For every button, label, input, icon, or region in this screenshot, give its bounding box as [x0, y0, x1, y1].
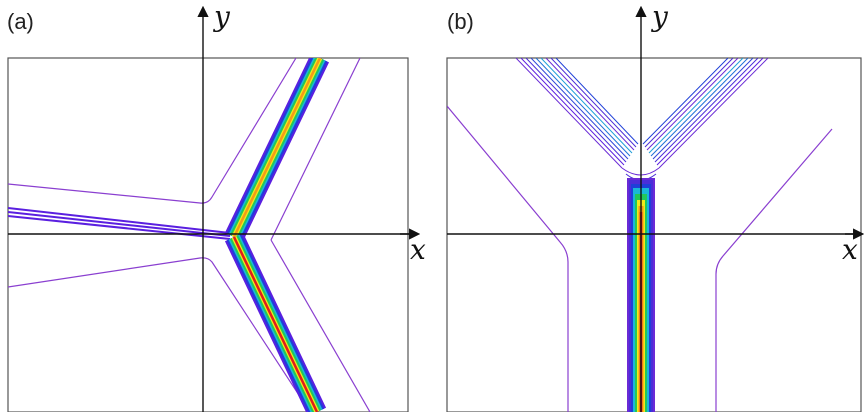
contour-a-outer-upper — [8, 58, 297, 204]
panel-b-y-axis-label: y — [650, 0, 669, 33]
panel-a-frame — [7, 57, 409, 412]
upper-right-arm-band — [224, 58, 330, 242]
panel-a-label: (a) — [7, 9, 34, 34]
lower-right-arm-band — [224, 232, 327, 412]
left-branch-contours — [515, 58, 639, 169]
panel-b-x-axis-label: x — [842, 233, 858, 266]
contour-b-outer-right — [715, 128, 833, 412]
panel-a-contours — [8, 58, 371, 412]
panel-b-label: (b) — [447, 9, 474, 34]
panel-b-contours — [447, 58, 833, 412]
right-branch-contours — [642, 58, 769, 169]
panel-b: (b) — [446, 0, 865, 412]
contour-a-outer-right-bottom — [270, 239, 371, 412]
contour-a-outer-lower — [8, 257, 311, 412]
left-arm-band — [8, 207, 231, 240]
contour-a-outer-right-top — [270, 58, 361, 241]
panel-a-x-axis-label: x — [410, 233, 426, 266]
panel-a-y-axis-label: y — [212, 0, 231, 33]
panel-a: (a) — [7, 0, 426, 412]
contour-b-outer-left — [447, 105, 569, 412]
